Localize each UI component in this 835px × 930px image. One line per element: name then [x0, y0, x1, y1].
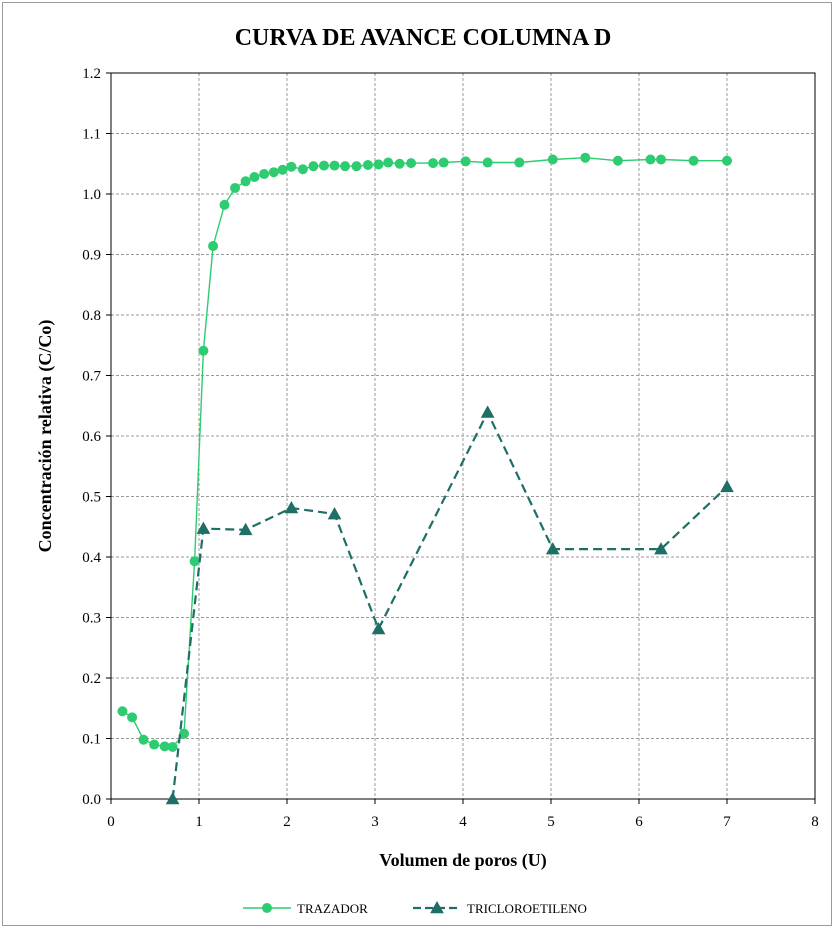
- x-tick-label: 7: [723, 814, 731, 830]
- data-point: [329, 160, 340, 171]
- data-point: [327, 507, 342, 520]
- x-tick-label: 5: [547, 814, 555, 830]
- data-point: [230, 182, 241, 193]
- data-point: [318, 160, 329, 171]
- y-tick-label: 1.0: [82, 187, 101, 203]
- series-layer: [117, 152, 734, 805]
- data-point: [480, 405, 495, 418]
- data-point: [383, 157, 394, 168]
- series-trazador: [117, 152, 732, 752]
- legend-marker: [430, 900, 444, 914]
- data-point: [438, 157, 449, 168]
- data-point: [308, 161, 319, 172]
- data-point: [688, 155, 699, 166]
- x-tick-label: 1: [195, 814, 203, 830]
- data-point: [428, 158, 439, 169]
- x-tick-label: 8: [811, 814, 819, 830]
- data-point: [219, 199, 230, 210]
- x-tick-label: 0: [107, 814, 115, 830]
- legend: TRAZADOR TRICLOROETILENO: [243, 900, 587, 916]
- x-tick-label: 2: [283, 814, 291, 830]
- data-point: [117, 706, 128, 717]
- y-tick-label: 0.4: [82, 550, 101, 566]
- data-point: [373, 159, 384, 170]
- data-point: [545, 542, 560, 555]
- legend-marker: [262, 903, 272, 913]
- y-tick-label: 0.1: [82, 732, 101, 748]
- data-point: [645, 154, 656, 165]
- data-point: [277, 164, 288, 175]
- y-tick-label: 1.2: [82, 66, 101, 82]
- y-axis-title: Concentración relativa (C/Co): [35, 320, 56, 553]
- data-point: [460, 156, 471, 167]
- data-point: [138, 734, 149, 745]
- series-line: [171, 409, 728, 800]
- legend-label: TRICLOROETILENO: [467, 901, 587, 916]
- data-point: [394, 158, 405, 169]
- y-tick-label: 0.9: [82, 248, 101, 264]
- legend-item-tricloroetileno: TRICLOROETILENO: [413, 900, 587, 916]
- data-point: [167, 741, 178, 752]
- y-tick-label: 1.1: [82, 127, 101, 143]
- data-point: [208, 241, 219, 252]
- data-point: [514, 157, 525, 168]
- data-point: [482, 157, 493, 168]
- data-point: [196, 521, 211, 534]
- legend-label: TRAZADOR: [297, 901, 368, 916]
- data-point: [580, 152, 591, 163]
- y-tick-label: 0.6: [82, 429, 101, 445]
- data-point: [165, 791, 180, 805]
- data-point: [612, 155, 623, 166]
- data-point: [720, 479, 734, 493]
- data-point: [240, 176, 251, 187]
- data-point: [286, 161, 297, 172]
- y-tick-label: 0.0: [82, 792, 101, 808]
- x-tick-label: 6: [635, 814, 643, 830]
- data-point: [351, 161, 362, 172]
- data-point: [179, 728, 190, 739]
- data-point: [654, 542, 668, 555]
- y-tick-label: 0.3: [82, 611, 101, 627]
- y-tick-label: 0.7: [82, 369, 101, 385]
- data-point: [722, 155, 732, 166]
- data-point: [297, 164, 308, 175]
- data-point: [371, 621, 386, 635]
- series-tricloroetileno: [165, 405, 734, 805]
- x-axis-title: Volumen de poros (U): [379, 850, 547, 871]
- x-tick-label: 3: [371, 814, 379, 830]
- data-point: [340, 161, 351, 172]
- x-tick-label: 4: [459, 814, 467, 830]
- data-point: [198, 345, 209, 356]
- data-point: [127, 712, 138, 723]
- data-point: [249, 172, 260, 183]
- data-point: [406, 158, 417, 169]
- data-point: [362, 159, 373, 170]
- data-point: [284, 500, 299, 514]
- legend-item-trazador: TRAZADOR: [243, 901, 368, 916]
- y-axis-ticks: 0.0 0.1 0.2 0.3 0.4 0.5 0.6 0.7 0.8 0.9 1.0 1.1 1.2: [82, 66, 111, 808]
- gridlines: [110, 72, 816, 800]
- data-point: [656, 154, 666, 165]
- data-point: [259, 169, 270, 180]
- data-point: [189, 556, 200, 567]
- y-tick-label: 0.8: [82, 308, 101, 324]
- data-point: [547, 154, 558, 165]
- data-point: [238, 522, 253, 536]
- y-tick-label: 0.5: [82, 490, 101, 506]
- data-point: [149, 739, 160, 750]
- y-tick-label: 0.2: [82, 671, 101, 687]
- chart-title: CURVA DE AVANCE COLUMNA D: [235, 25, 612, 51]
- x-axis-ticks: 0 1 2 3 4 5 6 7 8: [107, 799, 819, 830]
- data-point: [268, 167, 279, 178]
